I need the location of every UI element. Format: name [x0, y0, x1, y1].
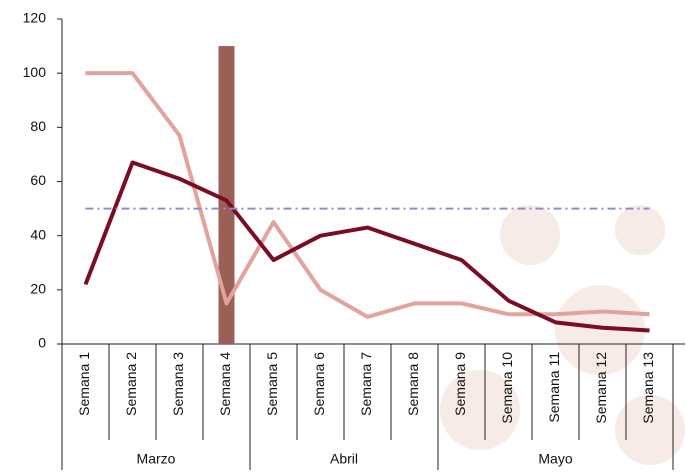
x-tick-label: Semana 8: [405, 352, 421, 416]
x-tick-label: Semana 10: [499, 352, 515, 424]
x-tick-label: Semana 13: [640, 352, 656, 424]
y-tick-label: 80: [30, 118, 46, 134]
x-tick-label: Semana 4: [217, 352, 233, 416]
x-tick-label: Semana 7: [358, 352, 374, 416]
line-series: [83, 160, 650, 333]
y-tick-label: 60: [30, 172, 46, 188]
group-label: Mayo: [538, 451, 572, 467]
bar: [218, 46, 235, 344]
y-tick-label: 100: [23, 64, 47, 80]
line-series: [85, 71, 650, 319]
y-tick-label: 120: [23, 10, 47, 26]
x-tick-label: Semana 9: [452, 352, 468, 416]
x-tick-label: Semana 3: [170, 352, 186, 416]
background-decoration: [440, 205, 685, 465]
y-tick-label: 40: [30, 226, 46, 242]
group-label: Marzo: [137, 451, 176, 467]
x-tick-label: Semana 2: [123, 352, 139, 416]
x-tick-label: Semana 11: [546, 352, 562, 423]
x-tick-label: Semana 6: [311, 352, 327, 416]
x-tick-label: Semana 12: [593, 352, 609, 424]
x-tick-label: Semana 1: [76, 352, 92, 416]
group-label: Abril: [330, 451, 358, 467]
y-tick-label: 0: [38, 335, 46, 351]
y-tick-label: 20: [30, 281, 46, 297]
x-tick-label: Semana 5: [264, 352, 280, 416]
